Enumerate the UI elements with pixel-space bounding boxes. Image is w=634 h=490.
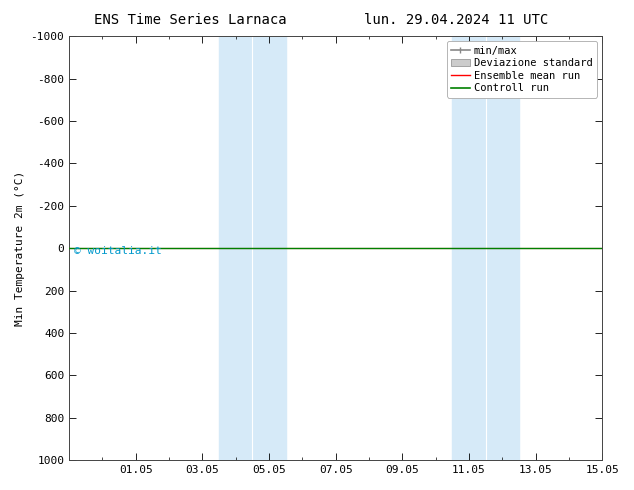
Bar: [219, 36, 286, 460]
Legend: min/max, Deviazione standard, Ensemble mean run, Controll run: min/max, Deviazione standard, Ensemble m…: [447, 41, 597, 98]
Text: © woitalia.it: © woitalia.it: [75, 246, 162, 256]
Y-axis label: Min Temperature 2m (°C): Min Temperature 2m (°C): [15, 171, 25, 326]
Text: lun. 29.04.2024 11 UTC: lun. 29.04.2024 11 UTC: [365, 13, 548, 27]
Bar: [452, 36, 519, 460]
Text: ENS Time Series Larnaca: ENS Time Series Larnaca: [94, 13, 287, 27]
